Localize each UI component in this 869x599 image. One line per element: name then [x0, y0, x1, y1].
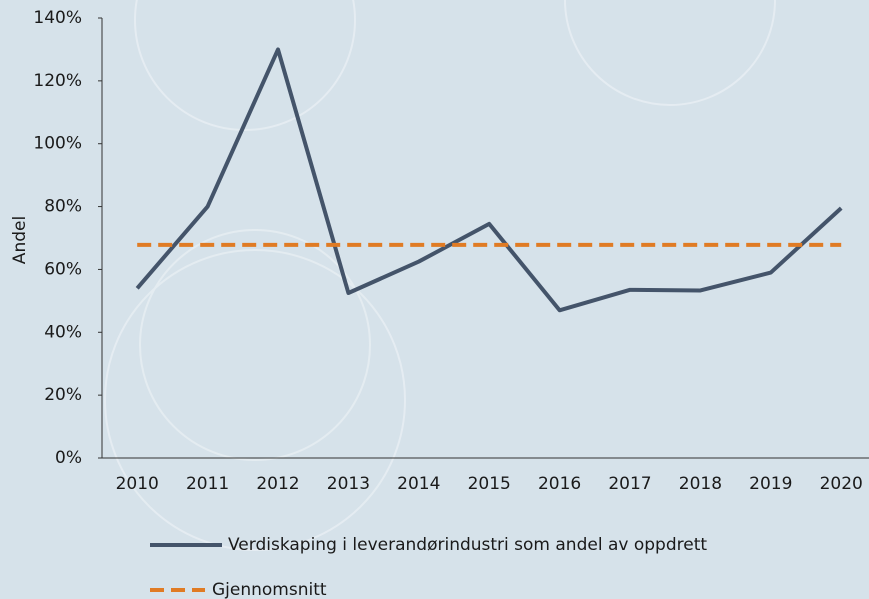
x-tick-label: 2019 [749, 474, 792, 494]
x-tick-label: 2011 [186, 474, 229, 494]
y-tick-label: 140% [33, 8, 82, 28]
y-tick-label: 100% [33, 134, 82, 154]
y-tick-label: 60% [44, 259, 82, 279]
x-tick-label: 2018 [679, 474, 722, 494]
y-tick-label: 40% [44, 322, 82, 342]
background-decoration [105, 0, 775, 550]
x-tick-label: 2017 [608, 474, 651, 494]
x-tick-label: 2016 [538, 474, 581, 494]
chart: Andel 0% 20% 40% 60% 80% 100% 120% 140% 2010 2011… [0, 0, 869, 599]
x-tick-label: 2015 [468, 474, 511, 494]
x-tick-label: 2013 [327, 474, 370, 494]
series-line [137, 49, 841, 310]
y-axis-label: Andel [10, 216, 30, 264]
x-tick-label: 2012 [256, 474, 299, 494]
y-tick-label: 0% [55, 448, 82, 468]
x-tick-label: 2014 [397, 474, 440, 494]
y-tick-label: 20% [44, 385, 82, 405]
legend-label: Gjennomsnitt [212, 580, 327, 599]
y-tick-label: 80% [44, 197, 82, 217]
legend-label: Verdiskaping i leverandørindustri som an… [228, 535, 707, 555]
y-tick-label: 120% [33, 71, 82, 91]
x-tick-label: 2010 [116, 474, 159, 494]
page: {"chart_data": {"type": "line", "y_label… [0, 0, 869, 599]
x-tick-label: 2020 [820, 474, 863, 494]
